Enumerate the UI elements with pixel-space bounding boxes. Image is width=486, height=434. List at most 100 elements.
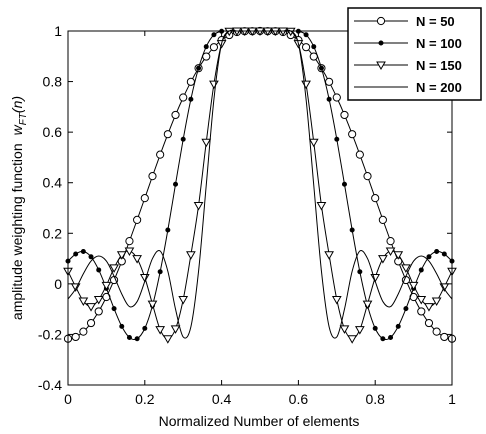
data-point xyxy=(349,227,355,233)
data-point xyxy=(86,318,96,328)
x-tick-label: 0.8 xyxy=(365,391,385,407)
data-point xyxy=(354,326,365,335)
data-point xyxy=(163,130,172,139)
legend-item: N = 150 xyxy=(354,58,462,73)
data-point xyxy=(334,136,340,142)
data-point xyxy=(316,201,327,211)
data-point xyxy=(209,43,219,52)
axes-layer: 0 0.2 0.4 0.6 0.8 1 -0.4 -0.2 0 0.2 0.4 0.6 0.8 1 xyxy=(38,23,456,407)
x-tick-label: 1 xyxy=(448,391,456,407)
y-tick-label: 0 xyxy=(54,276,62,292)
data-point xyxy=(165,227,171,233)
data-point xyxy=(347,335,358,344)
data-point xyxy=(318,65,324,71)
data-point xyxy=(94,307,103,316)
data-point xyxy=(341,181,347,187)
data-point xyxy=(80,248,86,254)
data-point xyxy=(193,201,204,211)
legend-box xyxy=(347,7,482,101)
data-point xyxy=(157,269,163,275)
data-point xyxy=(111,306,117,312)
data-point xyxy=(355,150,364,159)
data-point xyxy=(124,247,135,256)
data-point xyxy=(88,254,94,260)
y-tick-label: 0.4 xyxy=(43,175,63,191)
data-point xyxy=(132,255,142,264)
data-point xyxy=(142,325,148,331)
y-tick-label: -0.4 xyxy=(38,377,62,393)
data-point xyxy=(311,44,317,50)
data-point xyxy=(331,296,342,305)
legend-item: N = 100 xyxy=(354,36,462,51)
data-point xyxy=(93,296,104,305)
data-point xyxy=(332,93,341,102)
data-point xyxy=(116,251,127,260)
data-point xyxy=(372,325,378,331)
legend-label: N = 200 xyxy=(416,80,462,95)
x-tick-label: 0.2 xyxy=(135,391,155,407)
data-point xyxy=(196,65,202,71)
legend-marker xyxy=(376,61,386,71)
data-point xyxy=(186,77,195,86)
data-point xyxy=(424,303,434,312)
data-point xyxy=(173,181,179,187)
data-point xyxy=(303,32,309,38)
svg-text:amplitude weighting functionwF: amplitude weighting function wFT(n) xyxy=(9,96,29,320)
data-point xyxy=(416,296,427,305)
data-point xyxy=(324,251,334,260)
data-point xyxy=(203,44,209,50)
data-point xyxy=(418,267,424,273)
legend-label: N = 100 xyxy=(416,36,462,51)
data-point xyxy=(441,251,447,257)
y-tick-label: 0.2 xyxy=(43,225,63,241)
data-point xyxy=(170,325,181,334)
data-point xyxy=(388,334,394,340)
data-point xyxy=(432,327,441,336)
data-point xyxy=(180,136,186,142)
data-point xyxy=(148,172,157,181)
legend-item: N = 50 xyxy=(354,14,455,29)
data-point xyxy=(434,248,440,254)
data-point xyxy=(395,323,401,329)
data-point xyxy=(340,110,349,120)
y-tick-label: -0.2 xyxy=(38,326,62,342)
data-point xyxy=(380,336,386,342)
data-point xyxy=(156,150,165,159)
data-point xyxy=(211,32,217,38)
data-point xyxy=(96,267,102,273)
data-point xyxy=(417,307,426,316)
data-point xyxy=(86,303,96,312)
legend-label: N = 50 xyxy=(416,14,455,29)
x-tick-label: 0.6 xyxy=(289,391,309,407)
legend-marker xyxy=(378,40,384,46)
data-point xyxy=(357,269,363,275)
x-tick-label: 0.4 xyxy=(212,391,232,407)
data-point xyxy=(73,251,79,257)
x-tick-label: 0 xyxy=(64,391,72,407)
data-point xyxy=(125,237,134,246)
data-point xyxy=(385,247,396,256)
data-point xyxy=(101,281,112,291)
data-point xyxy=(133,215,142,224)
data-point xyxy=(348,130,357,139)
data-point xyxy=(378,255,388,264)
data-point xyxy=(393,251,404,260)
data-point xyxy=(378,215,387,224)
data-point xyxy=(426,254,432,260)
y-axis-label-symbol: w xyxy=(9,124,25,135)
y-tick-label: 0.8 xyxy=(43,74,63,90)
data-point xyxy=(126,334,132,340)
data-point xyxy=(155,326,166,335)
data-point xyxy=(147,300,158,310)
data-point xyxy=(431,297,442,307)
data-point xyxy=(440,332,449,342)
data-point xyxy=(371,194,380,203)
data-point xyxy=(401,264,411,273)
data-point xyxy=(325,77,334,86)
data-point xyxy=(408,281,419,291)
data-point xyxy=(301,43,311,52)
y-tick-label: 0.6 xyxy=(43,124,63,140)
y-axis-label-arg: (n) xyxy=(9,96,25,113)
y-axis-label-subscript: FT xyxy=(18,112,29,125)
